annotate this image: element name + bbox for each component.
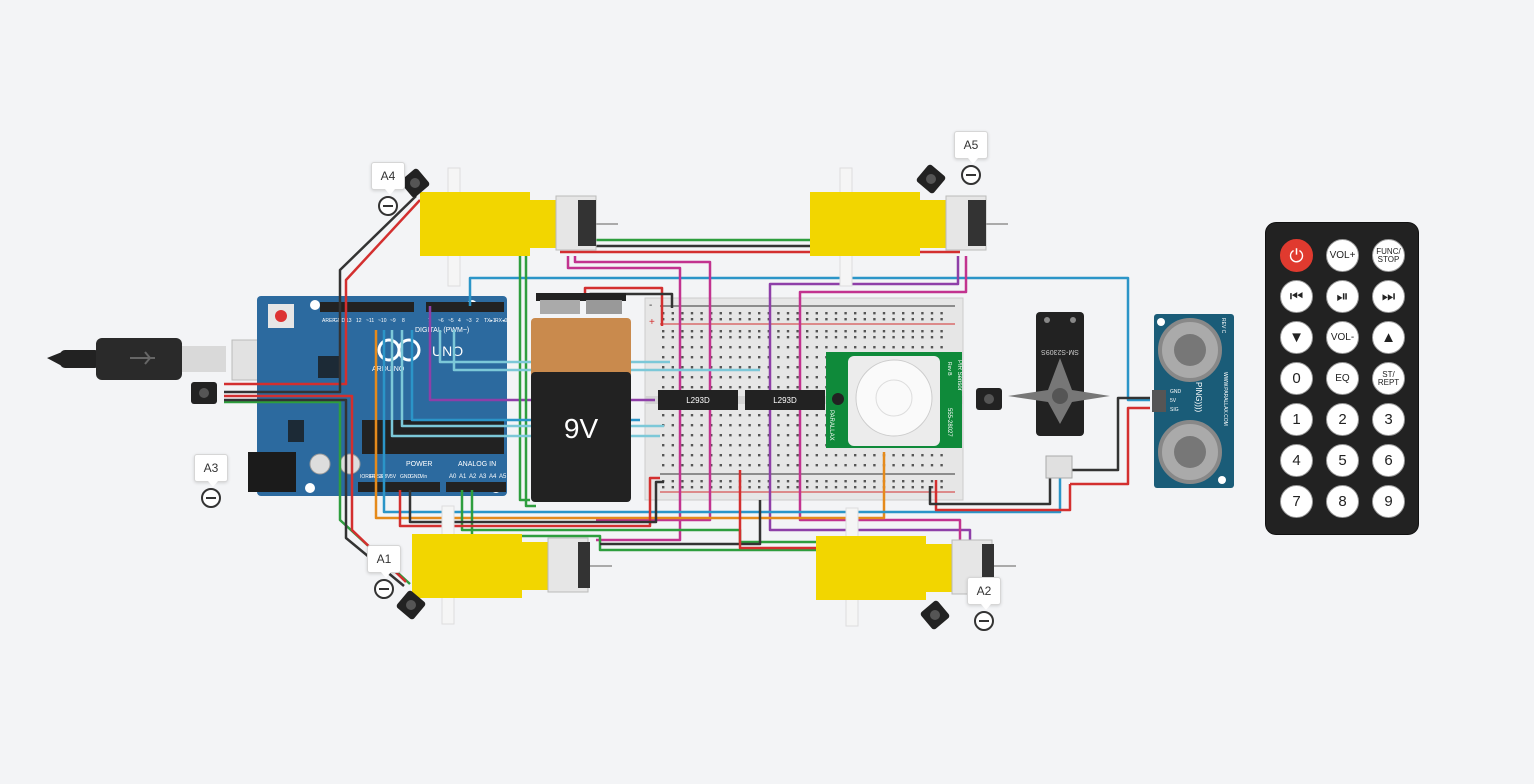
ping-pin-gnd: GND <box>1170 389 1182 395</box>
svg-text:Vin: Vin <box>420 474 427 480</box>
eq-button[interactable]: EQ <box>1326 362 1359 395</box>
svg-text:2: 2 <box>476 318 479 324</box>
digit-4-button[interactable]: 4 <box>1280 444 1313 477</box>
ping-rev: REV C <box>1220 318 1226 334</box>
svg-text:~10: ~10 <box>378 318 387 324</box>
svg-text:A5: A5 <box>499 474 507 480</box>
digit-1-button[interactable]: 1 <box>1280 403 1313 436</box>
svg-text:A3: A3 <box>479 474 487 480</box>
chip-2-label: L293D <box>773 396 797 405</box>
sensor-a3[interactable] <box>191 382 217 404</box>
ping-pin-sig: SIG <box>1170 407 1179 413</box>
arduino-header-right-labels: 7 ~6 ~5 4 ~3 2 TX▸1 RX◂0 <box>428 318 507 324</box>
digit-3-button[interactable]: 3 <box>1372 403 1405 436</box>
pir-sensor[interactable]: PIR Sensor 555-28027 PARALLAX Rev B <box>826 352 962 448</box>
svg-text:-: - <box>649 300 652 311</box>
svg-text:~5: ~5 <box>448 318 454 324</box>
digit-2-button[interactable]: 2 <box>1326 403 1359 436</box>
next-button[interactable]: ⏭ <box>1372 280 1405 313</box>
svg-text:A1: A1 <box>459 474 467 480</box>
pir-brand: PARALLAX <box>828 410 834 441</box>
motor-driver-chip-1[interactable]: L293D <box>658 390 738 410</box>
probe-a3-label: A3 <box>194 454 228 482</box>
svg-text:RX◂0: RX◂0 <box>495 318 507 324</box>
svg-text:+: + <box>649 317 655 328</box>
svg-text:5V: 5V <box>390 474 397 480</box>
battery-label: 9V <box>564 413 599 444</box>
probe-a1-label: A1 <box>367 545 401 573</box>
down-button[interactable]: ▼ <box>1280 321 1313 354</box>
svg-text:~3: ~3 <box>466 318 472 324</box>
st-rept-button[interactable]: ST/ REPT <box>1372 362 1405 395</box>
play-pause-button[interactable]: ⏯ <box>1326 280 1359 313</box>
probe-a2-label: A2 <box>967 577 1001 605</box>
svg-text:~9: ~9 <box>390 318 396 324</box>
svg-text:A4: A4 <box>489 474 497 480</box>
ir-remote[interactable]: ⏻ VOL+ FUNC/ STOP ⏮ ⏯ ⏭ ▼ VOL- ▲ 0 EQ ST/ REPT 1 2 3 4 5… <box>1266 223 1418 534</box>
digit-7-button[interactable]: 7 <box>1280 485 1313 518</box>
sensor-a5[interactable] <box>916 164 947 195</box>
minus-icon <box>201 488 221 508</box>
ping-url: WWW.PARALLAX.COM <box>1222 372 1228 426</box>
vol-up-button[interactable]: VOL+ <box>1326 239 1359 272</box>
minus-icon <box>961 165 981 185</box>
pir-part: 555-28027 <box>946 408 952 437</box>
probe-a4-label: A4 <box>371 162 405 190</box>
ping-ultrasonic-sensor[interactable]: GND 5V SIG PING)))) REV C WWW.PARALLAX.C… <box>1152 314 1234 488</box>
servo-motor[interactable]: SM-S2309S <box>1008 312 1110 478</box>
svg-text:12: 12 <box>356 318 362 324</box>
minus-icon <box>378 196 398 216</box>
digit-0-button[interactable]: 0 <box>1280 362 1313 395</box>
probe-a5-label: A5 <box>954 131 988 159</box>
chip-1-label: L293D <box>686 396 710 405</box>
power-button[interactable]: ⏻ <box>1280 239 1313 272</box>
func-stop-button[interactable]: FUNC/ STOP <box>1372 239 1405 272</box>
digital-label: DIGITAL (PWM~) <box>415 327 469 334</box>
battery-9v[interactable]: 9V <box>531 293 631 502</box>
up-button[interactable]: ▲ <box>1372 321 1405 354</box>
svg-text:8: 8 <box>402 318 405 324</box>
minus-icon <box>974 611 994 631</box>
servo-label: SM-S2309S <box>1041 348 1079 355</box>
power-label: POWER <box>406 461 432 468</box>
motor-driver-chip-2[interactable]: L293D <box>745 390 825 410</box>
motor-bottom-left[interactable] <box>412 506 612 624</box>
digit-6-button[interactable]: 6 <box>1372 444 1405 477</box>
sensor-a2[interactable] <box>920 600 951 631</box>
vol-down-button[interactable]: VOL- <box>1326 321 1359 354</box>
digit-5-button[interactable]: 5 <box>1326 444 1359 477</box>
reset-button[interactable] <box>275 310 287 322</box>
ping-label: PING)))) <box>1194 382 1203 413</box>
analog-label: ANALOG IN <box>458 461 496 468</box>
svg-text:A2: A2 <box>469 474 477 480</box>
digit-8-button[interactable]: 8 <box>1326 485 1359 518</box>
motor-top-right[interactable] <box>810 168 1008 286</box>
svg-text:~11: ~11 <box>366 318 374 324</box>
svg-text:A0: A0 <box>449 474 457 480</box>
arduino-model: UNO <box>432 343 463 359</box>
digit-9-button[interactable]: 9 <box>1372 485 1405 518</box>
pir-label: PIR Sensor <box>956 360 962 391</box>
sensor-pir-side[interactable] <box>976 388 1002 410</box>
ping-pin-5v: 5V <box>1170 398 1177 404</box>
svg-text:~6: ~6 <box>438 318 444 324</box>
prev-button[interactable]: ⏮ <box>1280 280 1313 313</box>
pir-rev: Rev B <box>946 362 952 376</box>
svg-text:4: 4 <box>458 318 461 324</box>
minus-icon <box>374 579 394 599</box>
arduino-power-pin-labels: IOREF RESET 3.3V 5V GND GND Vin <box>360 474 427 480</box>
